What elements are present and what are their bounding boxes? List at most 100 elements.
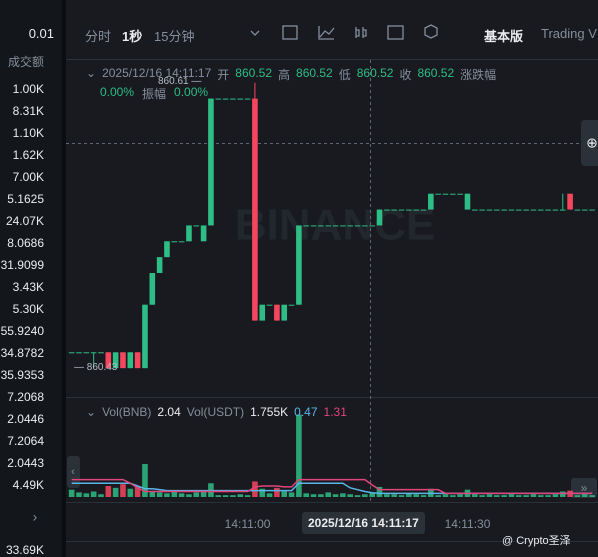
ohlc-legend-2: 0.00% 振幅 0.00% <box>100 85 208 102</box>
candle-body <box>230 98 236 100</box>
legend-value: 0.00% <box>100 85 135 99</box>
next-icon[interactable]: › <box>33 509 38 525</box>
row-value: 1.00K <box>12 82 44 96</box>
interval[interactable]: 分时 <box>85 29 112 44</box>
candle-body <box>552 209 559 211</box>
crosshair-time: 2025/12/16 14:11:17 <box>302 512 425 534</box>
volume-bar <box>530 494 537 497</box>
volume-bar <box>252 481 258 497</box>
legend-label: 开 <box>217 68 230 82</box>
x-tick-label: 14:11:30 <box>445 517 491 531</box>
volume-bar <box>134 486 141 497</box>
candle-body <box>288 304 295 306</box>
candle-body <box>442 193 449 195</box>
candle-body <box>494 209 500 211</box>
volume-bar <box>274 487 280 497</box>
candle-body <box>537 209 544 211</box>
candle-body <box>376 209 383 226</box>
volume-bar <box>420 495 427 497</box>
view-tab-active[interactable]: 基本版 <box>484 29 524 44</box>
volume-bar <box>120 484 126 497</box>
candle-body <box>464 193 471 210</box>
row-value: 7.00K <box>12 170 44 184</box>
legend-caret: ⌄ <box>86 405 97 419</box>
legend-value: 2.04 <box>157 405 181 419</box>
volume-bar <box>325 492 332 497</box>
row-value: 7.2064 <box>7 434 44 448</box>
watermark: BINANCE <box>235 201 435 250</box>
candle-body <box>420 209 427 211</box>
collapse-icon: ‹ <box>71 466 75 478</box>
candle-body <box>450 193 456 195</box>
icon[interactable] <box>318 26 335 40</box>
candle-body <box>589 209 595 211</box>
volume-bar <box>479 495 485 497</box>
candle-body <box>479 209 485 211</box>
legend-label: Vol(USDT) <box>186 405 245 419</box>
row-value: 5.1625 <box>7 192 44 206</box>
row-value: 4.49K <box>12 478 44 492</box>
candle-body <box>259 304 266 321</box>
candle-body <box>98 352 104 354</box>
view-tab[interactable]: Trading V <box>541 26 597 41</box>
row-value: 1.62K <box>12 148 44 162</box>
candle-body <box>457 193 463 195</box>
candle-body <box>237 98 244 100</box>
icon[interactable] <box>282 25 298 40</box>
dropdown-icon[interactable] <box>250 30 260 36</box>
volume-bar <box>362 494 368 497</box>
candle-body <box>156 257 163 273</box>
volume-bar <box>523 495 529 497</box>
volume-bar <box>215 495 222 497</box>
volume-ma-line <box>71 478 593 495</box>
candle-body <box>391 209 397 211</box>
row-value: 55.9240 <box>0 324 44 338</box>
candle-body <box>90 352 97 354</box>
candle-body <box>501 209 507 211</box>
volume-bar <box>574 495 581 497</box>
volume-bar <box>244 495 251 497</box>
volume-bar <box>537 495 544 497</box>
candle-body <box>362 225 368 227</box>
row-value: 24.07K <box>5 214 44 228</box>
max-label: 860.61 — <box>158 76 202 87</box>
candle-body <box>281 304 288 321</box>
icon[interactable] <box>387 25 404 40</box>
volume-bar <box>508 494 515 497</box>
volume-legend: ⌄ Vol(BNB) 2.04 Vol(USDT) 1.755K 0.47 1.… <box>86 405 347 419</box>
volume-bar <box>303 493 310 497</box>
candle-body <box>567 193 573 210</box>
candle-body <box>435 193 441 195</box>
row-value: 31.9099 <box>0 258 44 272</box>
row-value: 3.43K <box>12 280 44 294</box>
volume-bar <box>515 495 522 497</box>
candle-body <box>178 241 185 243</box>
candle-body <box>127 352 134 369</box>
footer-value: 33.69K <box>5 543 44 557</box>
volume-bar <box>501 495 507 497</box>
price-step[interactable]: 0.01 <box>28 26 54 41</box>
volume-bar <box>398 495 405 497</box>
volume-bar <box>354 495 361 497</box>
icon[interactable] <box>355 27 367 38</box>
add-icon: ⊕ <box>586 135 598 151</box>
volume-bar <box>237 494 244 497</box>
row-value: 35.9353 <box>0 368 44 382</box>
icon[interactable] <box>424 24 438 39</box>
add-button[interactable] <box>581 120 598 166</box>
legend-value: 860.52 <box>296 66 333 80</box>
candle-body <box>325 225 332 227</box>
candle-body <box>68 352 75 354</box>
row-value: 1.10K <box>12 126 44 140</box>
interval[interactable]: 15分钟 <box>154 29 195 44</box>
candle-body <box>384 209 390 211</box>
interval-active[interactable]: 1秒 <box>122 29 143 44</box>
candle-body <box>545 209 551 211</box>
candle-body <box>406 209 412 211</box>
candle-body <box>523 209 529 211</box>
legend-label: 高 <box>278 68 291 82</box>
candle-body <box>398 209 405 211</box>
volume-bar <box>318 494 324 497</box>
volume-bar <box>310 494 317 497</box>
